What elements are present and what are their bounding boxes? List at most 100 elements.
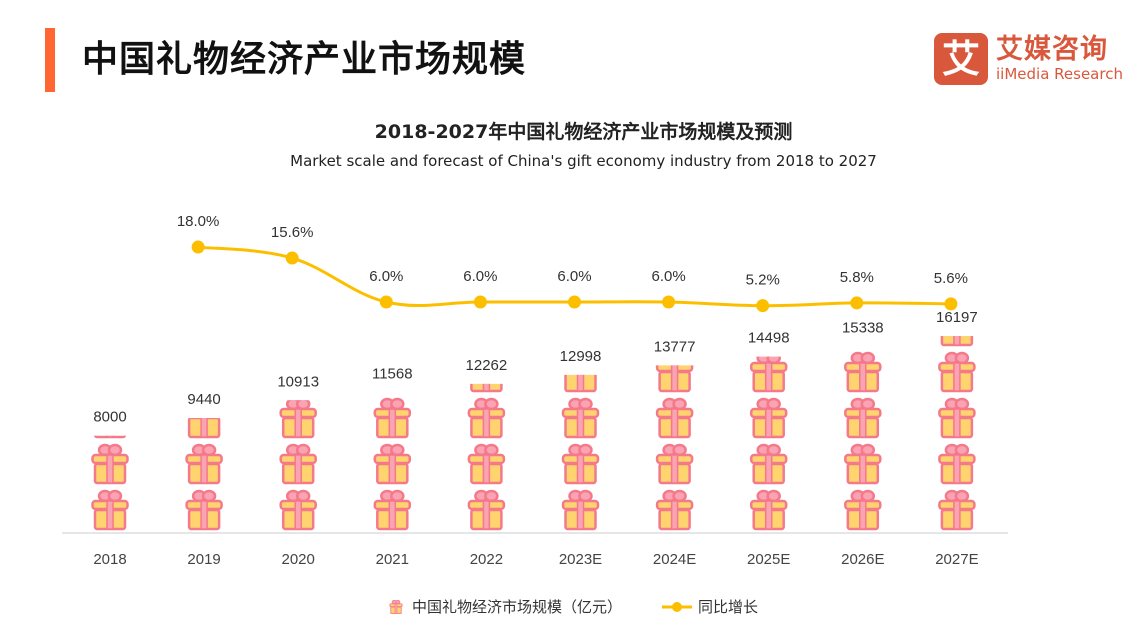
- growth-value-label: 6.0%: [557, 268, 591, 285]
- gift-icon: [655, 489, 694, 531]
- x-tick-label: 2026E: [841, 551, 884, 568]
- x-tick-label: 2020: [282, 551, 315, 568]
- bar-value-label: 9440: [187, 391, 220, 408]
- gift-icon: [749, 489, 788, 531]
- bar-value-label: 12998: [560, 348, 602, 365]
- bar-value-label: 11568: [372, 365, 413, 382]
- logo-name-cn: 艾媒咨询: [996, 34, 1108, 65]
- growth-point: [473, 295, 487, 309]
- gift-icon: [655, 365, 694, 393]
- growth-point: [191, 240, 205, 254]
- gift-icon: [938, 489, 976, 531]
- growth-point: [285, 251, 299, 265]
- growth-point: [662, 295, 676, 309]
- logo-mark-icon: 艾: [934, 33, 988, 85]
- x-tick-label: 2018: [93, 551, 126, 568]
- pictorial-bar: [373, 397, 412, 531]
- gift-icon: [844, 443, 882, 485]
- growth-value-label: 6.0%: [651, 268, 685, 285]
- gift-icon: [389, 599, 403, 614]
- bar-value-label: 13777: [654, 338, 696, 355]
- gift-icon: [561, 489, 600, 531]
- gift-icon: [844, 351, 882, 393]
- gift-icon: [749, 443, 788, 485]
- growth-point: [568, 295, 581, 309]
- pictorial-bar: [938, 336, 976, 531]
- page-title: 中国礼物经济产业市场规模: [82, 39, 527, 80]
- growth-value-label: 18.0%: [177, 213, 220, 230]
- gift-icon: [467, 443, 506, 485]
- growth-value-label: 15.6%: [271, 224, 314, 241]
- bar-value-label: 14498: [748, 330, 790, 347]
- gift-icon: [279, 400, 317, 439]
- growth-value-label: 5.6%: [934, 270, 968, 287]
- gift-icon: [91, 443, 129, 485]
- x-tick-label: 2027E: [935, 551, 978, 568]
- legend-item-market-scale[interactable]: 中国礼物经济市场规模（亿元）: [386, 596, 622, 617]
- x-tick-label: 2025E: [747, 551, 790, 568]
- growth-point: [944, 297, 958, 311]
- pictorial-bar: [844, 351, 882, 531]
- title-accent-bar: [45, 28, 55, 92]
- bar-value-label: 12262: [466, 357, 508, 374]
- gift-icon: [844, 489, 882, 531]
- growth-value-label: 5.8%: [840, 269, 874, 286]
- gift-icon: [938, 397, 976, 439]
- bar-value-label: 10913: [277, 373, 319, 390]
- x-tick-label: 2024E: [653, 551, 696, 568]
- pictorial-bar: [655, 365, 694, 531]
- x-tick-label: 2021: [376, 551, 409, 568]
- bar-value-label: 15338: [842, 319, 884, 336]
- gift-icon: [185, 443, 223, 485]
- pictorial-bar: [279, 400, 317, 531]
- pictorial-bar: [467, 383, 506, 531]
- growth-value-label: 6.0%: [463, 268, 497, 285]
- gift-icon: [749, 356, 788, 393]
- legend-label: 同比增长: [698, 598, 759, 616]
- gift-icon: [938, 443, 976, 485]
- bar-value-label: 16197: [936, 309, 978, 326]
- growth-value-label: 6.0%: [369, 268, 403, 285]
- x-tick-label: 2019: [187, 551, 220, 568]
- logo-name-en: iiMedia Research: [996, 65, 1123, 83]
- x-tick-label: 2023E: [559, 551, 602, 568]
- chart-title: 2018-2027年中国礼物经济产业市场规模及预测: [374, 121, 793, 143]
- gift-icon: [655, 397, 694, 439]
- gift-icon: [91, 489, 129, 531]
- x-axis-ticks: 2018 2019 2020 2021 2022 2023E 2024E 2025E 2026E…: [93, 551, 978, 568]
- gift-icon: [655, 443, 694, 485]
- gift-icon: [844, 397, 882, 439]
- gift-icon: [561, 397, 600, 439]
- gift-icon: [938, 351, 976, 393]
- bar-value-label: 8000: [93, 409, 126, 426]
- line-dot-icon: [662, 601, 693, 612]
- pictorial-bar: [185, 418, 223, 531]
- x-tick-label: 2022: [470, 551, 503, 568]
- growth-data-labels: 18.0% 15.6% 6.0% 6.0% 6.0% 6.0% 5.2% 5.8% 5.6%: [177, 213, 968, 289]
- gift-icon: [185, 489, 223, 531]
- gift-icon: [279, 443, 317, 485]
- logo-text: 艾媒咨询 iiMedia Research: [996, 34, 1123, 84]
- pictorial-bars: [91, 336, 976, 531]
- gift-icon: [373, 397, 412, 439]
- gift-icon: [467, 397, 506, 439]
- logo: 艾 艾媒咨询 iiMedia Research: [934, 33, 1123, 85]
- growth-point: [756, 299, 770, 313]
- gift-icon: [373, 443, 412, 485]
- bar-data-labels: 8000 9440 10913 11568 12262 12998 13777 14498 15…: [93, 309, 977, 426]
- gift-icon: [561, 443, 600, 485]
- legend-label: 中国礼物经济市场规模（亿元）: [412, 598, 623, 616]
- pictorial-bar: [561, 374, 600, 531]
- gift-icon: [279, 489, 317, 531]
- growth-value-label: 5.2%: [746, 272, 780, 289]
- gift-icon: [749, 397, 788, 439]
- growth-point: [379, 295, 393, 309]
- growth-point: [850, 296, 864, 310]
- gift-icon: [373, 489, 412, 531]
- chart-subtitle: Market scale and forecast of China's gif…: [290, 152, 877, 170]
- gift-icon: [467, 489, 506, 531]
- legend: 中国礼物经济市场规模（亿元） 同比增长: [386, 596, 758, 617]
- growth-points: [191, 240, 958, 313]
- legend-item-growth[interactable]: 同比增长: [662, 596, 758, 617]
